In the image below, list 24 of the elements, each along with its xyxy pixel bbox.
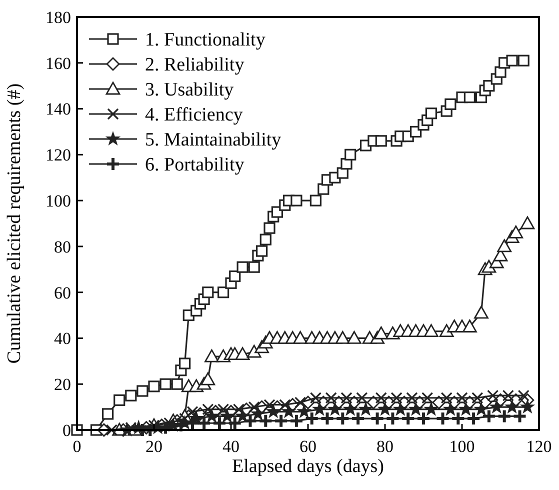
y-tick-label: 0 — [62, 420, 71, 440]
y-tick-label: 160 — [46, 54, 71, 73]
x-tick-label: 20 — [146, 437, 162, 456]
y-tick-label: 40 — [54, 329, 71, 348]
x-axis-title: Elapsed days (days) — [232, 456, 384, 477]
y-tick-label: 60 — [54, 283, 71, 302]
legend-label: 6. Portability — [145, 154, 245, 176]
y-tick-label: 80 — [54, 237, 71, 256]
y-tick-label: 180 — [46, 8, 71, 27]
x-tick-label: 100 — [449, 437, 475, 456]
legend-label: 1. Functionality — [145, 30, 266, 51]
y-axis-title: Cumulative elicited requirements (#) — [4, 83, 25, 364]
legend-label: 5. Maintainability — [145, 130, 282, 151]
x-tick-label: 120 — [526, 437, 552, 456]
y-tick-label: 140 — [46, 100, 71, 119]
y-tick-label: 20 — [54, 375, 71, 394]
legend-label: 2. Reliability — [145, 54, 245, 76]
y-tick-label: 120 — [46, 146, 71, 165]
legend-label: 4. Efficiency — [145, 104, 244, 126]
y-tick-label: 100 — [46, 192, 71, 211]
x-tick-label: 60 — [300, 437, 316, 456]
x-tick-label: 80 — [376, 437, 394, 456]
legend-label: 3. Usability — [145, 80, 234, 101]
x-tick-label: 40 — [222, 437, 240, 456]
